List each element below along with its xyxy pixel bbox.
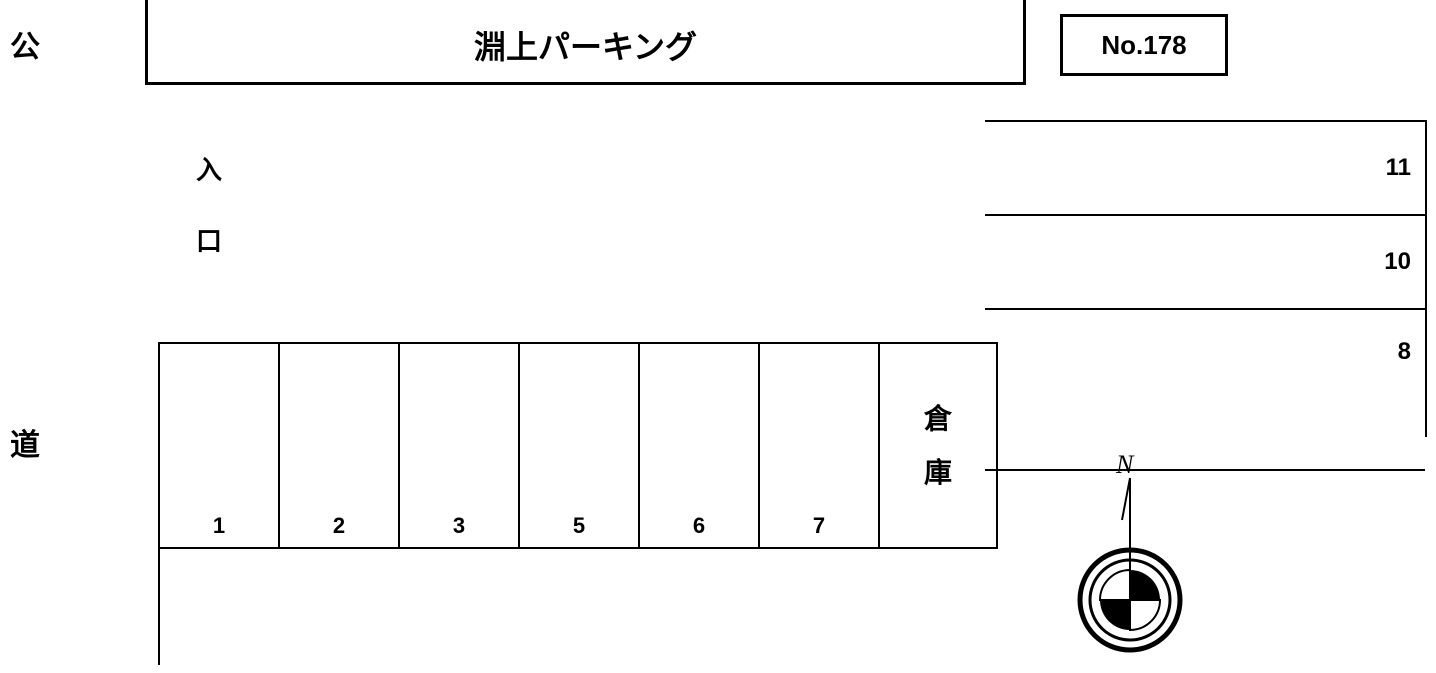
compass-icon (1060, 460, 1200, 660)
slot-3: 3 (398, 344, 518, 547)
bottom-row: 1 2 3 5 6 7 倉 庫 (158, 342, 998, 549)
slot-label: 2 (333, 513, 345, 539)
right-block: 11 10 8 (985, 120, 1427, 437)
entrance-top: 入 (196, 155, 222, 186)
souko-box: 倉 庫 (878, 344, 996, 547)
slot-label: 5 (573, 513, 585, 539)
slot-7: 7 (758, 344, 878, 547)
slot-1: 1 (158, 344, 278, 547)
number-box: No.178 (1060, 14, 1228, 76)
right-row-10: 10 (985, 214, 1425, 308)
slot-label: 3 (453, 513, 465, 539)
bottom-tail-line (158, 545, 160, 665)
compass: N (1060, 450, 1200, 660)
left-label-bottom: 道 (10, 420, 40, 464)
souko-top: 倉 (924, 402, 952, 436)
number-label: No.178 (1101, 30, 1186, 60)
parking-diagram: 淵上パーキング No.178 公 道 入 口 1 2 3 5 6 7 (0, 0, 1436, 673)
entrance-label: 入 口 (196, 155, 222, 257)
slot-label: 6 (693, 513, 705, 539)
souko-bottom: 庫 (924, 456, 952, 490)
right-row-8: 8 (985, 308, 1425, 471)
title-text: 淵上パーキング (148, 22, 1023, 68)
slot-6: 6 (638, 344, 758, 547)
right-row-11: 11 (985, 122, 1425, 214)
right-row-label: 11 (1386, 154, 1411, 182)
slot-5: 5 (518, 344, 638, 547)
slot-label: 1 (213, 513, 225, 539)
right-row-label: 10 (1384, 248, 1411, 276)
title-box: 淵上パーキング (145, 0, 1026, 85)
left-label-top: 公 (10, 22, 40, 66)
entrance-bottom: 口 (196, 226, 222, 257)
slot-2: 2 (278, 344, 398, 547)
slot-label: 7 (813, 513, 825, 539)
right-row-label: 8 (1398, 338, 1411, 366)
